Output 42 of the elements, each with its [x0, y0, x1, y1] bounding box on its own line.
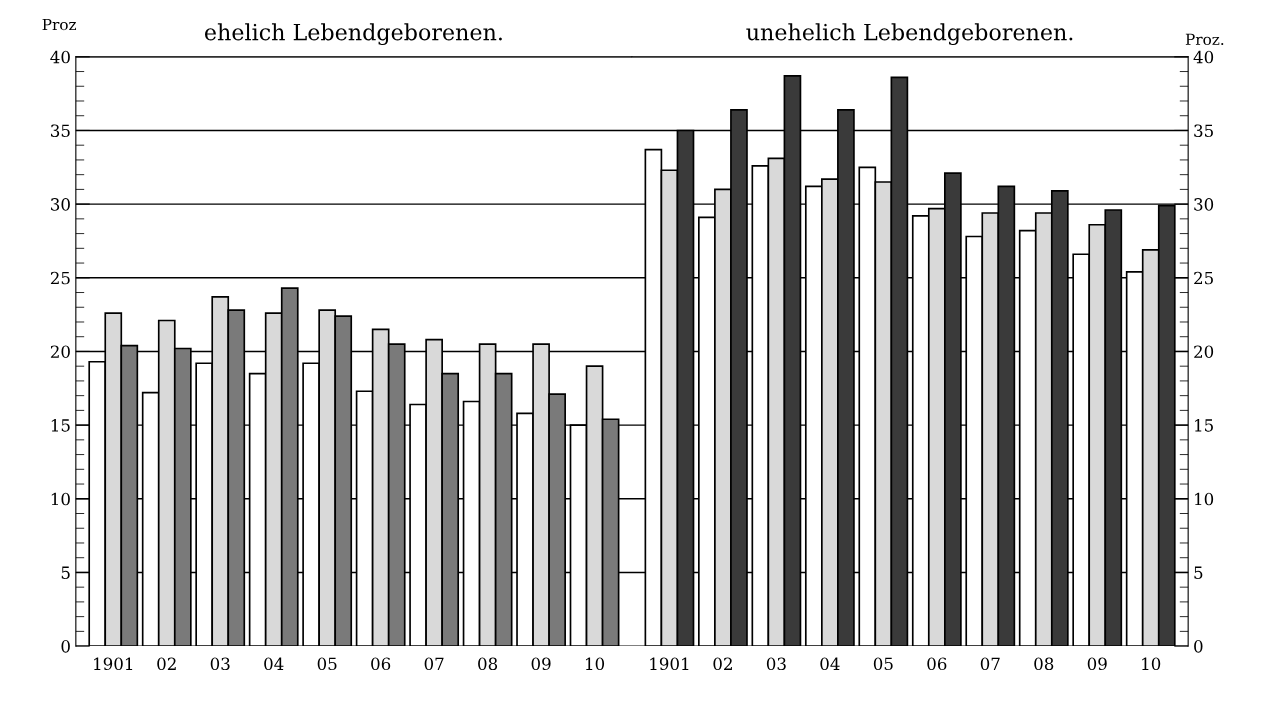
- x-tick-label: 04: [264, 657, 284, 671]
- y-tick-label: 25: [50, 271, 70, 285]
- x-tick-label: 1901: [650, 657, 689, 671]
- y2-tick-label: 15: [1195, 419, 1213, 432]
- x-tick-label: 07: [424, 657, 444, 671]
- y2-tick-label: 20: [1194, 345, 1214, 359]
- x-tick-label: 10: [1142, 657, 1161, 671]
- x-tick-label: 05: [317, 657, 337, 671]
- y-axis-title: Proz: [42, 18, 77, 31]
- x-tick-label: 07: [980, 657, 1000, 671]
- y-tick-label: 35: [51, 124, 70, 138]
- x-tick-label: 04: [820, 657, 840, 671]
- y-tick-label: 5: [61, 566, 70, 580]
- y-tick-label: 40: [50, 50, 70, 64]
- y2-tick-label: 10: [1195, 492, 1214, 506]
- y-tick-label: 0: [61, 640, 70, 653]
- x-tick-label: 02: [713, 657, 732, 671]
- chart-title: ehelich Lebendgeborenen.: [204, 23, 502, 46]
- y-tick-label: 10: [51, 492, 70, 506]
- x-tick-label: 06: [371, 657, 391, 671]
- x-tick-label: 1901: [94, 657, 133, 671]
- x-tick-label: 03: [210, 657, 230, 671]
- y-tick-label: 30: [51, 198, 70, 211]
- x-tick-label: 10: [586, 657, 605, 671]
- x-tick-label: 08: [1034, 657, 1054, 671]
- x-tick-label: 08: [478, 657, 498, 671]
- y-tick-label: 15: [51, 419, 70, 432]
- chart-title: unehelich Lebendgeborenen.: [746, 23, 1073, 46]
- x-tick-label: 05: [873, 657, 893, 671]
- y-tick-label: 20: [50, 345, 70, 359]
- x-tick-label: 02: [157, 657, 176, 671]
- x-tick-label: 06: [927, 657, 947, 671]
- y2-tick-label: 5: [1194, 566, 1203, 580]
- x-tick-label: 09: [1087, 657, 1107, 671]
- y2-axis-title: Proz.: [1185, 33, 1224, 46]
- y2-tick-label: 25: [1194, 271, 1213, 285]
- x-tick-label: 09: [531, 657, 551, 671]
- y2-tick-label: 0: [1194, 640, 1203, 653]
- x-tick-label: 03: [766, 657, 786, 671]
- y2-tick-label: 35: [1194, 124, 1213, 138]
- y2-tick-label: 30: [1194, 198, 1214, 211]
- y2-tick-label: 40: [1193, 50, 1214, 64]
